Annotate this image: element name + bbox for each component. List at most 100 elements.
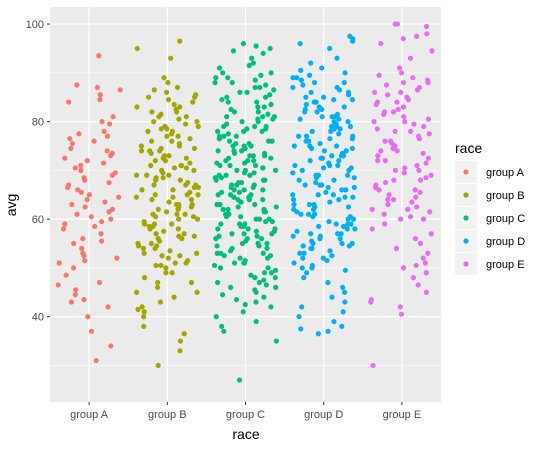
data-point [225, 206, 231, 212]
data-point [105, 304, 111, 310]
data-point [215, 226, 221, 232]
y-tick-label: 80 [32, 117, 44, 129]
data-point [109, 172, 115, 178]
data-point [85, 314, 91, 320]
data-point [252, 162, 259, 169]
data-point [251, 170, 257, 176]
data-point [291, 206, 297, 212]
data-point [372, 89, 378, 95]
x-axis-title: race [232, 426, 259, 442]
data-point [374, 99, 381, 105]
data-point [425, 250, 431, 256]
data-point [301, 275, 307, 281]
data-point [242, 160, 248, 166]
data-point [401, 170, 407, 176]
data-point [299, 167, 305, 173]
data-point [290, 192, 296, 198]
data-point [141, 250, 147, 256]
x-tick-label: group E [383, 409, 422, 421]
data-point [156, 114, 162, 120]
data-point [60, 226, 67, 232]
data-point [391, 177, 397, 183]
data-point [158, 262, 164, 269]
data-point [314, 109, 320, 115]
data-point [261, 270, 268, 276]
data-point [329, 153, 335, 159]
data-point [151, 87, 157, 93]
data-point [241, 260, 247, 266]
data-point [428, 231, 434, 237]
data-point [290, 170, 296, 176]
data-point [272, 267, 279, 273]
data-point [104, 133, 111, 139]
data-point [423, 270, 429, 276]
data-point [401, 265, 407, 271]
data-point [238, 214, 244, 220]
y-axis: 40 60 80 100 [26, 19, 50, 324]
data-point [324, 257, 330, 264]
data-point [334, 143, 340, 149]
data-point [233, 296, 240, 303]
data-point [177, 253, 183, 259]
data-point [351, 184, 357, 191]
data-point [231, 194, 237, 200]
data-point [171, 101, 177, 108]
data-point [184, 192, 190, 198]
data-point [161, 228, 167, 234]
data-point [254, 233, 260, 239]
data-point [341, 79, 347, 86]
data-point [171, 165, 178, 171]
data-point [166, 199, 172, 205]
data-point [181, 331, 187, 337]
data-point [271, 228, 278, 234]
data-point [257, 84, 263, 91]
data-point [262, 94, 269, 100]
data-point [55, 282, 61, 288]
data-point [160, 175, 166, 181]
data-point [152, 158, 158, 164]
data-point [236, 189, 243, 195]
data-point [256, 243, 262, 249]
data-point [331, 318, 337, 325]
data-point [347, 123, 354, 130]
data-point [247, 172, 253, 178]
data-point [334, 55, 340, 61]
data-point [329, 114, 335, 120]
data-point [154, 284, 161, 290]
data-point [265, 111, 271, 117]
data-point [342, 299, 348, 305]
data-point [308, 89, 314, 95]
data-point [296, 133, 302, 139]
data-point [413, 262, 419, 269]
data-point [252, 77, 258, 83]
data-point [183, 182, 189, 188]
data-point [219, 292, 226, 298]
data-point [69, 140, 76, 147]
data-point [268, 155, 274, 161]
data-point [139, 187, 145, 193]
data-point [303, 94, 309, 100]
data-point [191, 145, 198, 152]
data-point [182, 211, 188, 217]
data-point [134, 45, 140, 52]
data-point [400, 79, 407, 86]
data-point [327, 199, 333, 205]
data-point [401, 114, 407, 120]
legend-label: group C [486, 213, 525, 225]
data-point [212, 79, 218, 86]
data-point [253, 299, 259, 305]
data-point [260, 165, 266, 171]
data-point [165, 255, 172, 261]
data-point [329, 123, 335, 130]
data-point [63, 272, 69, 278]
data-point [338, 153, 345, 159]
data-point [71, 240, 77, 247]
data-point [321, 148, 328, 154]
data-point [99, 218, 105, 225]
data-point [68, 299, 75, 305]
data-point [408, 128, 414, 134]
data-point [214, 279, 221, 286]
legend: race group A group B group C group D group E [455, 140, 525, 275]
data-point [241, 145, 247, 152]
data-point [145, 128, 151, 134]
